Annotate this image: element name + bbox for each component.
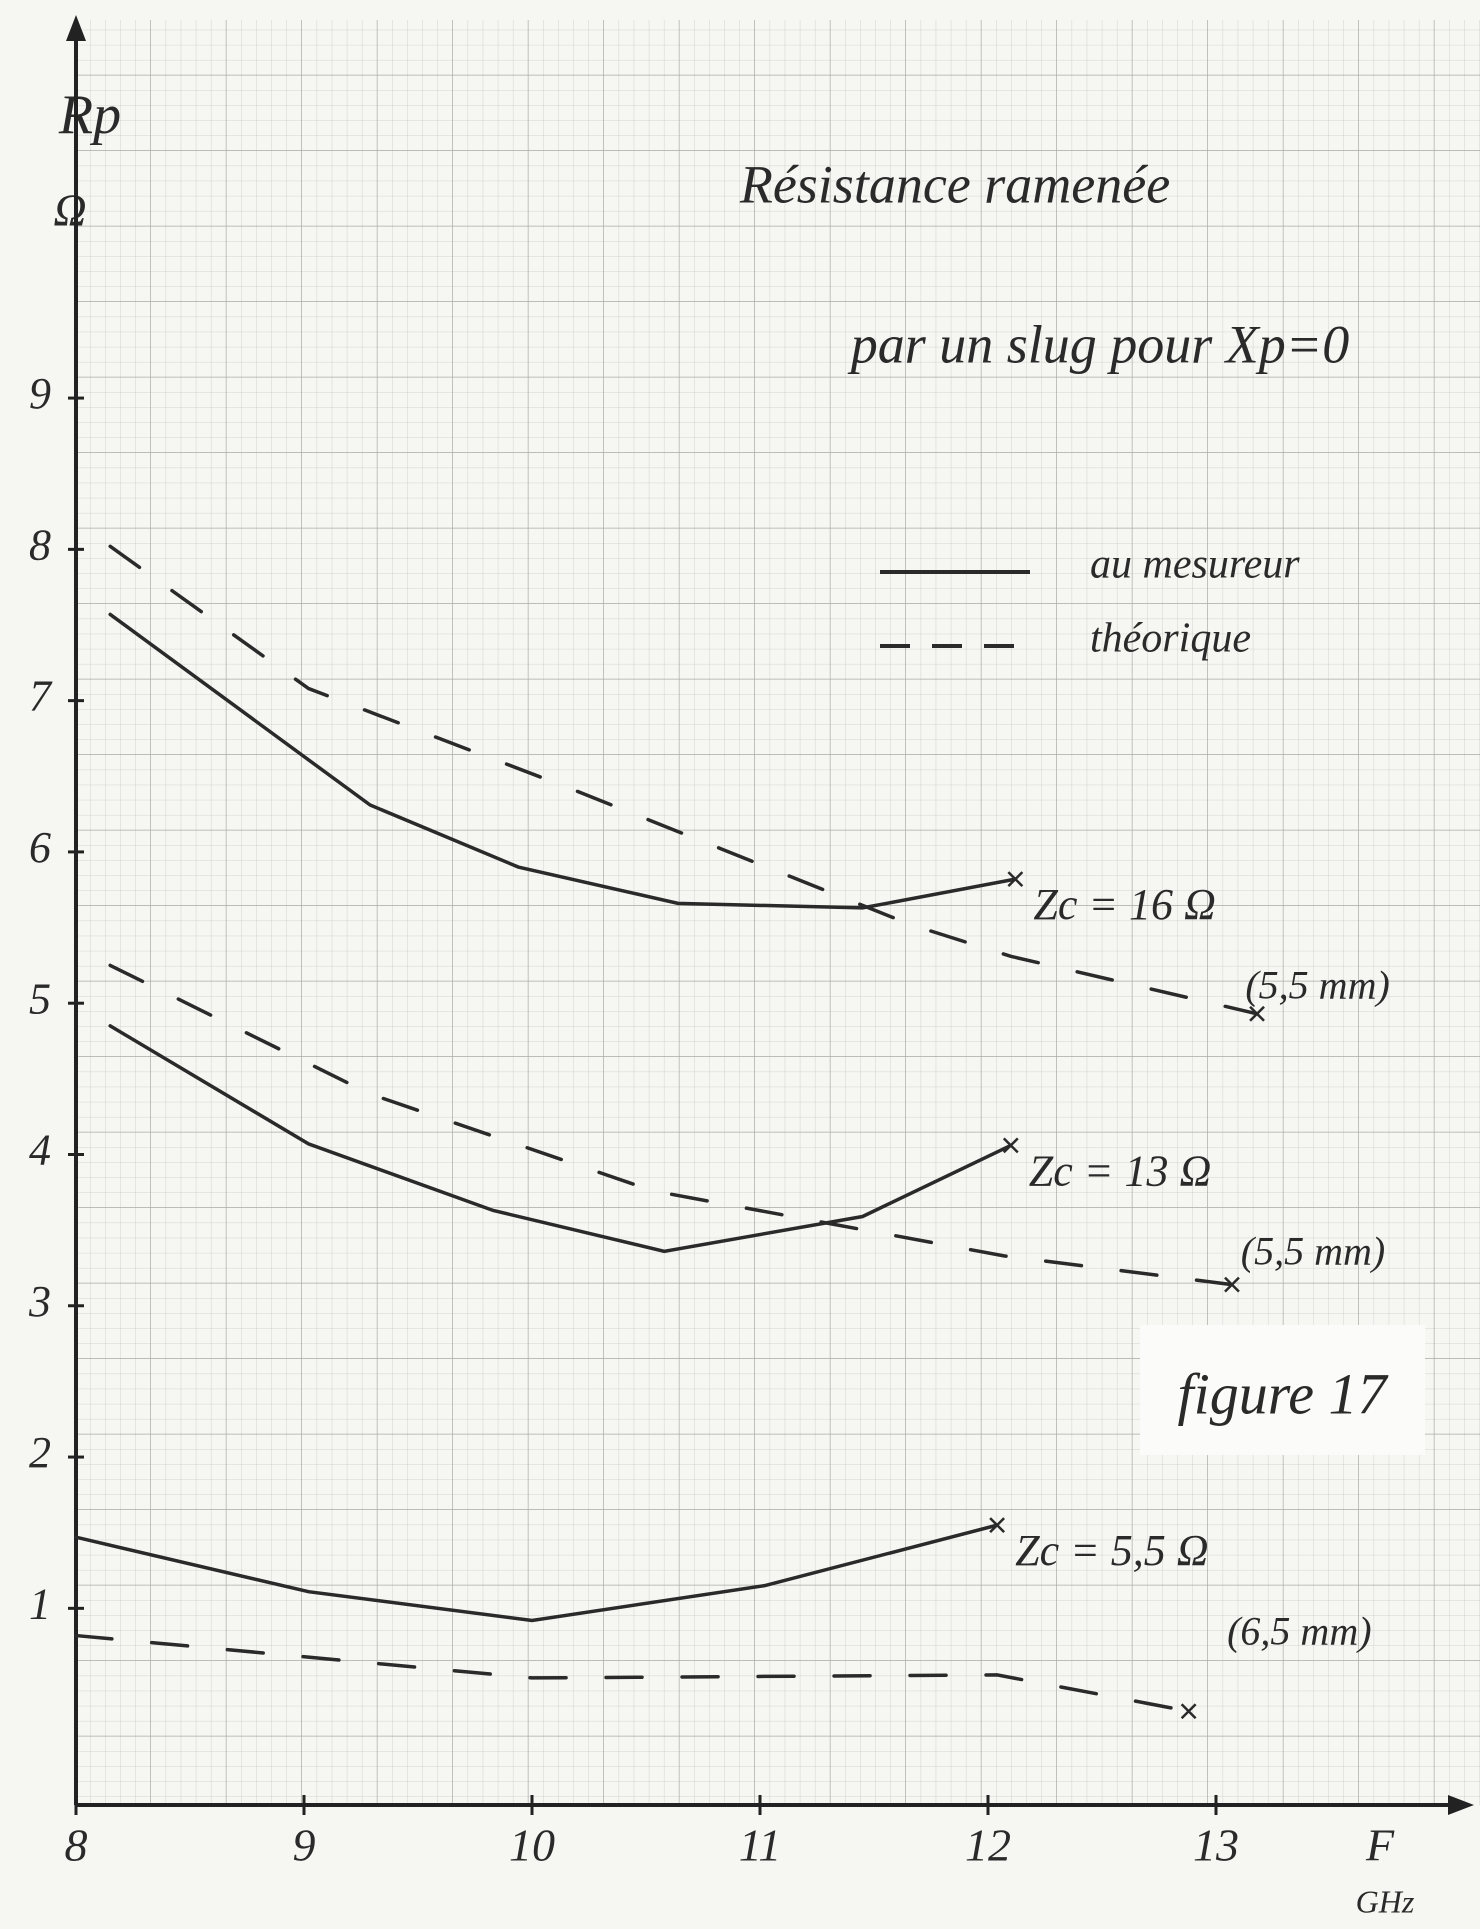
series-annotation: Zc = 16 Ω [1033, 880, 1216, 929]
y-tick-label: 4 [29, 1126, 51, 1175]
x-axis-unit: GHz [1356, 1883, 1415, 1919]
x-tick-label: 9 [293, 1820, 316, 1871]
x-tick-label: 10 [509, 1820, 555, 1871]
x-tick-label: 12 [965, 1820, 1011, 1871]
y-tick-label: 6 [29, 823, 51, 872]
series-annotation: Zc = 13 Ω [1029, 1147, 1212, 1196]
legend-label: théorique [1090, 616, 1251, 662]
y-tick-label: 7 [29, 672, 53, 721]
y-tick-label: 8 [29, 520, 51, 569]
x-tick-label: 11 [739, 1820, 782, 1871]
series-annotation-sub: (5,5 mm) [1241, 1229, 1385, 1274]
page: Résistance ramenée par un slug pour Xp=0… [0, 0, 1480, 1929]
y-tick-label: 2 [29, 1428, 51, 1477]
x-tick-label: 8 [65, 1820, 88, 1871]
graph-paper-major [76, 20, 1480, 1805]
chart: Résistance ramenée par un slug pour Xp=0… [0, 0, 1480, 1929]
y-tick-label: 9 [29, 369, 51, 418]
series-annotation: Zc = 5,5 Ω [1015, 1526, 1209, 1575]
figure-label: figure 17 [1178, 1361, 1389, 1426]
series-annotation-sub: (5,5 mm) [1245, 962, 1389, 1007]
y-tick-label: 5 [29, 974, 51, 1023]
y-axis-unit: Ω [53, 185, 86, 236]
y-axis-label: Rp [58, 84, 121, 146]
y-tick-label: 1 [29, 1579, 51, 1628]
chart-subtitle: par un slug pour Xp=0 [847, 314, 1349, 374]
legend-label: au mesureur [1090, 542, 1300, 588]
x-axis-label: F [1365, 1820, 1395, 1871]
series-annotation-sub: (6,5 mm) [1227, 1608, 1371, 1653]
chart-title: Résistance ramenée [739, 154, 1170, 214]
y-tick-label: 3 [28, 1277, 51, 1326]
x-tick-label: 13 [1193, 1820, 1239, 1871]
